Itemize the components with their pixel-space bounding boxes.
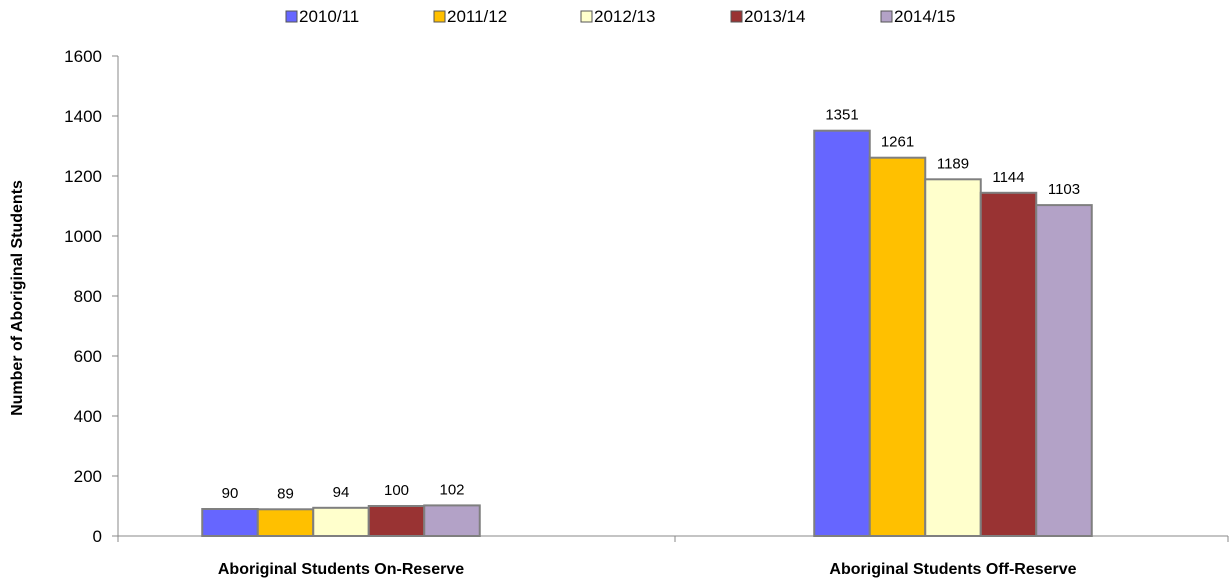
legend-item: 2012/13 bbox=[580, 7, 655, 26]
data-label: 1261 bbox=[881, 134, 914, 151]
legend-item: 2010/11 bbox=[285, 7, 359, 26]
legend-swatch bbox=[433, 10, 446, 23]
legend-swatch bbox=[730, 10, 743, 23]
data-labels: 90 89 94 100 102 1351 1261 1189 1144 1103 bbox=[222, 107, 1080, 503]
y-axis-title: Number of Aboriginal Students bbox=[9, 180, 26, 416]
data-label: 94 bbox=[333, 484, 350, 501]
bar bbox=[979, 191, 1038, 538]
legend: 2010/11 2011/12 2012/13 2013/14 2014/15 bbox=[285, 7, 955, 26]
data-label: 100 bbox=[384, 482, 409, 499]
legend-label: 2013/14 bbox=[744, 7, 805, 26]
y-tick-label: 1200 bbox=[64, 167, 102, 186]
bars bbox=[201, 129, 1093, 538]
data-label: 1103 bbox=[1048, 181, 1080, 198]
legend-item: 2014/15 bbox=[880, 7, 955, 26]
bar bbox=[924, 178, 982, 538]
y-tick-label: 400 bbox=[74, 407, 102, 426]
bar bbox=[201, 508, 259, 537]
bar bbox=[367, 505, 426, 537]
data-label: 1351 bbox=[825, 107, 858, 124]
y-tick-label: 1600 bbox=[64, 47, 102, 66]
legend-label: 2012/13 bbox=[594, 7, 655, 26]
y-tick-label: 800 bbox=[74, 287, 102, 306]
bar bbox=[813, 129, 871, 537]
legend-swatch bbox=[880, 10, 893, 23]
bar bbox=[1035, 204, 1093, 537]
x-category-label: Aboriginal Students On-Reserve bbox=[218, 561, 464, 578]
data-label: 1144 bbox=[992, 169, 1024, 186]
x-axis: Aboriginal Students On-Reserve Aboriginal… bbox=[117, 535, 1229, 578]
legend-swatch bbox=[580, 10, 593, 23]
legend-item: 2011/12 bbox=[433, 7, 507, 26]
y-tick-label: 1000 bbox=[64, 227, 102, 246]
data-label: 90 bbox=[222, 485, 239, 502]
x-category-label: Aboriginal Students Off-Reserve bbox=[829, 561, 1076, 578]
y-tick-label: 0 bbox=[93, 527, 102, 546]
bar bbox=[312, 506, 370, 537]
legend-item: 2013/14 bbox=[730, 7, 805, 26]
y-tick-label: 600 bbox=[74, 347, 102, 366]
legend-label: 2014/15 bbox=[894, 7, 955, 26]
bar bbox=[423, 504, 481, 537]
y-tick-label: 1400 bbox=[64, 107, 102, 126]
legend-label: 2010/11 bbox=[299, 7, 359, 26]
bar bbox=[256, 508, 315, 537]
y-axis: 0 200 400 600 800 1000 1200 1400 1600 bbox=[64, 47, 119, 546]
legend-label: 2011/12 bbox=[447, 7, 507, 26]
legend-swatch bbox=[285, 10, 298, 23]
bar bbox=[868, 156, 927, 537]
data-label: 1189 bbox=[937, 155, 969, 172]
y-tick-label: 200 bbox=[74, 467, 102, 486]
data-label: 102 bbox=[439, 481, 464, 498]
data-label: 89 bbox=[277, 485, 294, 502]
